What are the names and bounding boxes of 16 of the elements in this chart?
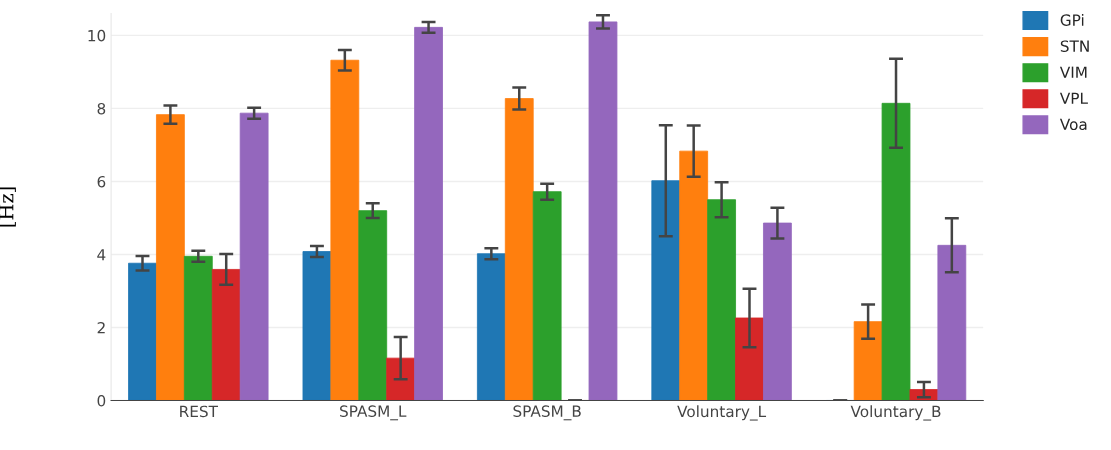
x-tick-label: Voluntary_L: [677, 405, 767, 421]
y-tick-label: 8: [97, 102, 106, 115]
y-tick-label: 10: [88, 29, 106, 42]
legend-label: GPi: [1060, 14, 1084, 26]
y-tick-label: 0: [97, 394, 106, 407]
y-tick-label: 2: [97, 321, 105, 334]
x-tick-label: Voluntary_B: [850, 405, 941, 421]
y-tick-label: 4: [97, 249, 106, 261]
y-tick-label: 6: [97, 175, 106, 188]
legend-label: STN: [1060, 40, 1089, 52]
legend-label: VPL: [1059, 92, 1088, 104]
legend-label: Voa: [1059, 118, 1087, 131]
x-tick-label: SPASM_L: [340, 405, 407, 421]
x-tick-label: REST: [180, 405, 219, 418]
legend-label: VIM: [1059, 66, 1087, 78]
x-tick-label: SPASM_B: [513, 405, 581, 421]
